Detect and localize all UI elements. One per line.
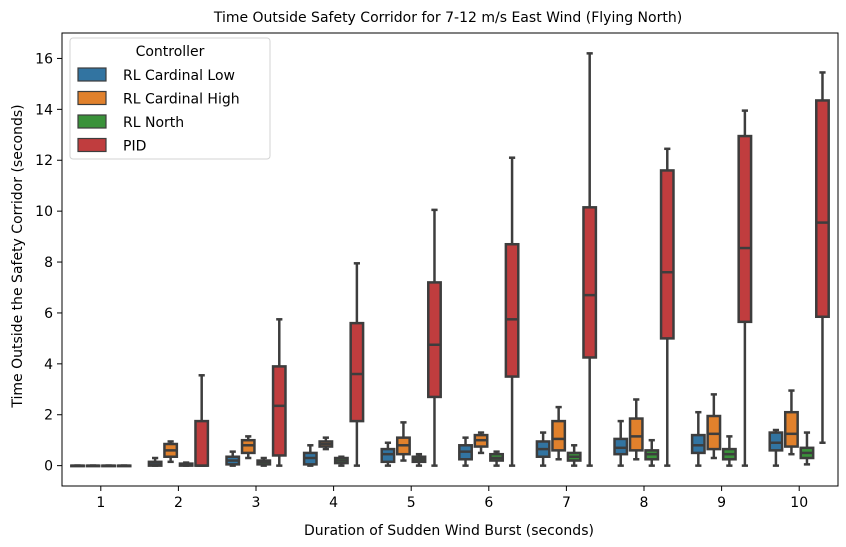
box-body <box>659 169 675 340</box>
plot-frame <box>61 32 839 487</box>
box <box>721 435 737 467</box>
y-tick-label: 2 <box>44 408 53 424</box>
legend-swatch <box>77 90 107 106</box>
box <box>85 464 101 468</box>
box-body <box>706 414 722 451</box>
box <box>70 464 85 468</box>
box <box>799 431 815 466</box>
box <box>349 262 365 467</box>
box <box>535 431 551 467</box>
x-tick-label: 1 <box>96 495 105 511</box>
box <box>582 52 598 467</box>
x-tick-label: 5 <box>407 495 416 511</box>
legend-label: RL Cardinal High <box>123 92 240 108</box>
box-body <box>582 206 598 359</box>
y-tick-label: 10 <box>35 204 53 220</box>
y-tick-label: 0 <box>44 459 53 475</box>
box <box>690 410 706 467</box>
box-body <box>737 134 753 324</box>
legend-swatch <box>77 114 107 129</box>
box <box>411 452 427 467</box>
legend-label: RL Cardinal Low <box>123 68 235 84</box>
box-body <box>271 365 287 457</box>
y-tick-label: 8 <box>44 255 53 271</box>
box-body <box>349 321 365 423</box>
box <box>737 109 753 467</box>
legend-swatch <box>77 67 107 82</box>
box <box>768 428 784 467</box>
box <box>458 436 473 467</box>
box-body <box>427 281 442 399</box>
box <box>613 419 629 467</box>
y-tick-label: 6 <box>44 306 53 322</box>
x-tick-label: 8 <box>640 495 649 511</box>
box <box>101 464 117 468</box>
box <box>116 464 132 468</box>
y-tick-label: 14 <box>35 102 53 118</box>
box <box>178 461 194 467</box>
box <box>489 450 505 467</box>
box <box>318 436 334 451</box>
box <box>240 435 256 460</box>
x-tick-label: 10 <box>790 495 808 511</box>
legend: Controller RL Cardinal Low RL Cardinal Hi… <box>69 37 271 160</box>
box <box>566 444 582 467</box>
box <box>380 441 396 467</box>
box <box>395 421 411 462</box>
y-tick-label: 12 <box>35 153 53 169</box>
x-tick-label: 2 <box>174 495 183 511</box>
box <box>225 450 241 467</box>
box <box>163 440 179 464</box>
box <box>427 208 442 467</box>
box <box>271 318 287 467</box>
box <box>302 444 318 467</box>
box-body <box>504 242 520 378</box>
box <box>659 147 675 467</box>
box <box>815 71 830 444</box>
legend-label: PID <box>123 139 146 155</box>
box-body <box>240 438 256 455</box>
x-axis: 1 2 3 4 5 6 7 8 9 10 <box>96 486 808 511</box>
box-body <box>613 437 629 456</box>
x-tick-label: 7 <box>562 495 571 511</box>
x-tick-label: 3 <box>252 495 261 511</box>
legend-title: Controller <box>136 44 205 60</box>
box <box>256 456 272 467</box>
x-tick-label: 4 <box>329 495 338 511</box>
box <box>147 456 163 467</box>
box-body <box>628 417 644 452</box>
box-body <box>690 433 706 455</box>
y-axis-label: Time Outside the Safety Corridor (second… <box>10 104 26 408</box>
box <box>473 431 489 455</box>
box <box>551 405 567 461</box>
box-body <box>783 410 799 448</box>
x-axis-label: Duration of Sudden Wind Burst (seconds) <box>304 523 594 539</box>
box <box>333 455 349 467</box>
box-group <box>70 52 830 468</box>
box <box>504 156 520 467</box>
chart-title: Time Outside Safety Corridor for 7-12 m/… <box>213 10 682 26</box>
box <box>706 393 722 460</box>
box-body <box>815 99 830 319</box>
x-tick-label: 6 <box>484 495 493 511</box>
legend-frame <box>69 37 271 160</box>
box-body <box>194 419 210 467</box>
x-tick-label: 9 <box>717 495 726 511</box>
box-body <box>380 447 396 464</box>
legend-swatch <box>77 137 107 153</box>
box <box>644 438 660 467</box>
box <box>783 389 799 456</box>
box-body <box>551 419 567 452</box>
y-axis: 0 2 4 6 8 10 12 14 16 <box>35 51 62 475</box>
plot-area <box>61 32 839 487</box>
box-body <box>768 431 784 452</box>
box <box>628 398 644 461</box>
box <box>194 374 210 467</box>
legend-label: RL North <box>123 115 184 131</box>
y-tick-label: 16 <box>35 51 53 67</box>
y-tick-label: 4 <box>44 357 53 373</box>
